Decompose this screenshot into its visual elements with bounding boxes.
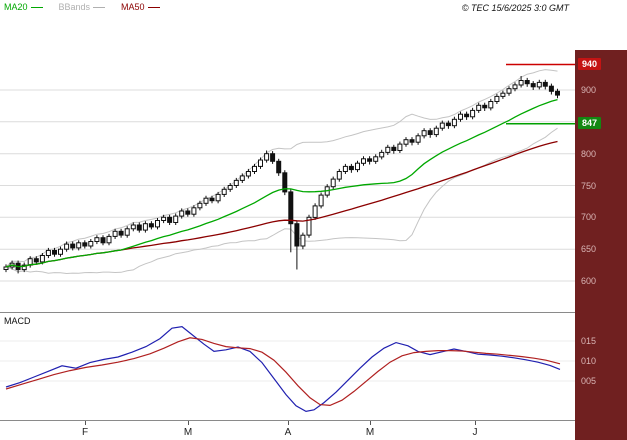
legend-line-sample-icon (30, 7, 43, 8)
price-tick-label: 650 (581, 244, 597, 254)
macd-tick-label: 005 (581, 376, 597, 386)
resistance-badge: 940 (578, 58, 602, 70)
price-tick-label: 700 (581, 212, 597, 222)
month-tick (288, 421, 289, 425)
legend-item-label: MA50 (121, 2, 145, 12)
month-tick (475, 421, 476, 425)
price-tick-label: 900 (581, 85, 597, 95)
legend-item-label: BBands (58, 2, 91, 12)
panel-separator (0, 312, 575, 313)
price-chart-svg (0, 63, 575, 282)
month-label: M (183, 427, 193, 438)
legend-line-sample-icon (93, 7, 106, 8)
ma50-line (5, 140, 558, 268)
legend-item-ma20: MA20 (4, 2, 43, 13)
price-axis-strip: 900 800 750 700 650 600 940 847 015 010 005 (575, 50, 627, 440)
macd-signal-line (5, 337, 561, 407)
price-tick-label: 750 (581, 181, 597, 191)
month-label: F (81, 427, 89, 438)
macd-tick-label: 010 (581, 356, 597, 366)
macd-tick-label: 015 (581, 336, 597, 346)
macd-gridlines (0, 340, 575, 382)
candlesticks (3, 76, 560, 274)
price-tick-label: 800 (581, 149, 597, 159)
legend-item-bbands: BBands (59, 2, 106, 13)
month-label: M (365, 427, 375, 438)
bollinger-lower-band (5, 127, 558, 275)
month-tick (188, 421, 189, 425)
month-tick (85, 421, 86, 425)
month-tick (370, 421, 371, 425)
support-badge: 847 (578, 117, 602, 129)
macd-chart-svg (0, 325, 575, 413)
month-label: A (284, 427, 292, 438)
macd-panel-title: MACD (4, 316, 31, 326)
price-tick-label: 600 (581, 276, 597, 286)
bollinger-upper-band (5, 69, 558, 268)
legend-line-sample-icon (147, 7, 160, 8)
month-label: J (472, 427, 478, 438)
ma20-line (5, 98, 558, 268)
legend-item-ma50: MA50 (121, 2, 160, 13)
legend-item-label: MA20 (4, 2, 28, 12)
copyright-text: © TEC 15/6/2025 3:0 GMT (461, 3, 569, 13)
indicator-legend: MA20 BBands MA50 (4, 2, 160, 13)
price-gridlines (0, 89, 575, 282)
